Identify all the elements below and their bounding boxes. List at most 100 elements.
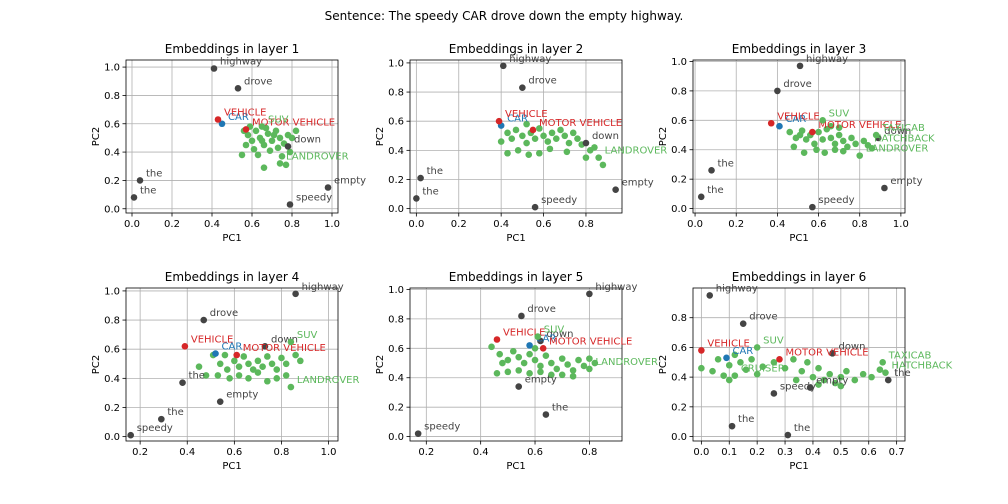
label-taxicab: TAXICAB bbox=[888, 350, 932, 361]
y-tick-label: 1.0 bbox=[388, 285, 404, 296]
label-the: the bbox=[552, 403, 568, 414]
x-tick-label: 0.2 bbox=[132, 447, 148, 458]
candidate-point bbox=[536, 125, 543, 132]
grid bbox=[693, 288, 905, 441]
point-car bbox=[218, 120, 226, 128]
y-tick-label: 0.2 bbox=[104, 176, 120, 187]
axes-frame bbox=[125, 287, 339, 442]
candidate-point bbox=[786, 128, 794, 136]
candidate-point bbox=[504, 149, 511, 157]
candidate-point bbox=[837, 373, 845, 381]
label-motor-vehicle: MOTOR VEHICLE bbox=[785, 347, 868, 358]
x-tick-label: 0.8 bbox=[284, 219, 300, 230]
scatter-layer-5: 0.2 0.4 0.6 0.8 0.0 0.2 0.4 0.6 0.8 1.0 Embeddings… bbox=[375, 270, 658, 472]
candidate-point bbox=[509, 347, 517, 355]
candidate-point bbox=[819, 136, 826, 143]
candidate-point bbox=[266, 147, 274, 154]
y-tick-label: 0.2 bbox=[671, 402, 687, 413]
candidate-point bbox=[839, 137, 847, 145]
label-hatchback: HATCHBACK bbox=[891, 361, 952, 372]
label-speedy: speedy bbox=[137, 423, 173, 434]
candidate-point bbox=[221, 351, 229, 359]
candidate-point bbox=[815, 381, 822, 388]
candidate-point bbox=[493, 370, 501, 377]
label-landrover: LANDROVER bbox=[286, 151, 349, 162]
label-empty: empty bbox=[334, 176, 366, 187]
x-tick-label: 0.2 bbox=[451, 219, 467, 230]
candidate-point bbox=[508, 135, 516, 142]
y-tick-label: 0.6 bbox=[671, 343, 687, 354]
candidate-point bbox=[582, 154, 590, 161]
axes-frame bbox=[692, 287, 906, 442]
figure-title: Sentence: The speedy CAR drove down the … bbox=[324, 9, 684, 23]
point-motor-vehicle bbox=[529, 126, 537, 134]
x-tick-label: 0.2 bbox=[164, 219, 180, 230]
point-speedy bbox=[809, 203, 816, 211]
y-tick-label: 0.0 bbox=[671, 204, 687, 215]
point-car bbox=[776, 122, 783, 130]
point-drove bbox=[518, 312, 525, 320]
label-suv: SUV bbox=[544, 325, 565, 336]
candidate-point bbox=[813, 146, 820, 154]
y-tick-label: 0.2 bbox=[671, 175, 687, 186]
x-tick-label: 0.3 bbox=[777, 447, 793, 458]
label-highway: highway bbox=[595, 282, 637, 293]
x-tick-label: 1.0 bbox=[893, 219, 909, 230]
label-vehicle: VEHICLE bbox=[707, 338, 750, 349]
point-motor-vehicle bbox=[233, 351, 241, 359]
candidate-point bbox=[848, 134, 855, 142]
candidate-point bbox=[798, 367, 806, 375]
candidate-point bbox=[497, 138, 505, 145]
label-taxicab: TAXICAB bbox=[881, 123, 925, 134]
candidate-point bbox=[809, 373, 817, 381]
candidate-point bbox=[252, 127, 260, 135]
y-tick-label: 0.0 bbox=[388, 432, 404, 443]
x-axis-label: PC1 bbox=[789, 461, 808, 472]
label-down: down bbox=[294, 134, 321, 145]
label-the: the bbox=[738, 414, 754, 425]
y-tick-label: 0.0 bbox=[671, 432, 687, 443]
label-speedy: speedy bbox=[818, 195, 854, 206]
y-tick-label: 0.8 bbox=[388, 88, 404, 99]
x-tick-label: 0.8 bbox=[581, 447, 597, 458]
candidate-point bbox=[254, 151, 262, 159]
x-tick-label: 0.2 bbox=[749, 447, 765, 458]
point-motor-vehicle bbox=[242, 126, 250, 133]
y-axis-label: PC2 bbox=[91, 355, 102, 374]
y-tick-label: 0.4 bbox=[671, 373, 687, 384]
label-the: the bbox=[140, 185, 156, 196]
point-landrover bbox=[276, 160, 284, 167]
candidate-point bbox=[526, 350, 533, 358]
y-tick-label: 0.8 bbox=[671, 313, 687, 324]
y-axis-label: PC2 bbox=[658, 355, 669, 374]
y-tick-label: 1.0 bbox=[104, 286, 120, 297]
label-motor-vehicle: MOTOR VEHICLE bbox=[252, 117, 335, 128]
candidate-point bbox=[565, 139, 573, 147]
label-landrover: LANDROVER bbox=[605, 146, 668, 157]
x-tick-label: 0.8 bbox=[578, 219, 594, 230]
candidate-point bbox=[569, 129, 577, 137]
candidate-point bbox=[240, 353, 248, 360]
point-empty bbox=[806, 384, 814, 391]
scatter-layer-4: 0.2 0.4 0.6 0.8 1.0 0.0 0.2 0.4 0.6 0.8 1.0 Embeddi… bbox=[91, 270, 360, 472]
candidate-point bbox=[245, 375, 252, 382]
label-highway: highway bbox=[220, 57, 262, 68]
label-car: CAR bbox=[507, 114, 528, 125]
point-taxicab bbox=[872, 131, 880, 139]
point-down bbox=[582, 139, 590, 147]
y-tick-label: 0.0 bbox=[104, 204, 120, 215]
candidate-point bbox=[286, 148, 294, 156]
point-speedy bbox=[531, 203, 539, 211]
label-the: the bbox=[718, 158, 734, 169]
axes-frame bbox=[125, 59, 339, 214]
candidate-point bbox=[599, 161, 607, 169]
candidate-point bbox=[282, 360, 290, 368]
label-motor-vehicle: MOTOR VEHICLE bbox=[549, 336, 632, 347]
candidate-point bbox=[216, 360, 224, 368]
point-down bbox=[284, 143, 292, 150]
point-the bbox=[130, 194, 138, 201]
candidate-point bbox=[214, 372, 222, 379]
label-down: down bbox=[884, 126, 911, 137]
candidate-point bbox=[827, 122, 835, 130]
